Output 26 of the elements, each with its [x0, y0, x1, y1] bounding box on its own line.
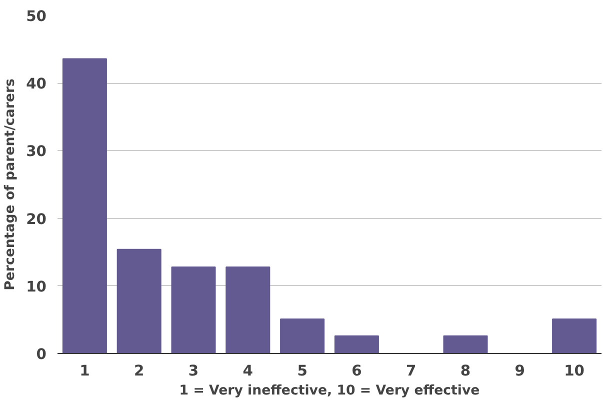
y-tick-label: 30 — [26, 143, 47, 160]
bar — [334, 335, 379, 354]
y-tick-label: 0 — [36, 346, 47, 363]
bar — [280, 318, 325, 354]
bar — [226, 266, 270, 354]
x-tick-label: 3 — [188, 362, 199, 380]
bar — [443, 335, 488, 354]
x-tick-label: 5 — [297, 362, 308, 380]
x-axis-title: 1 = Very ineffective, 10 = Very effective — [179, 384, 480, 398]
bar — [552, 318, 597, 354]
bar — [116, 248, 162, 354]
bar — [62, 58, 107, 354]
y-tick-label: 50 — [26, 8, 47, 25]
y-tick-label: 40 — [26, 76, 47, 93]
x-tick-label: 2 — [134, 362, 144, 380]
x-tick-label: 4 — [242, 362, 254, 380]
x-tick-label: 1 — [80, 362, 90, 380]
y-axis-title: Percentage of parent/carers — [3, 78, 18, 290]
x-tick-label: 7 — [406, 362, 416, 380]
x-tick-label: 10 — [564, 362, 585, 380]
x-tick-label: 8 — [460, 362, 471, 380]
bar — [171, 266, 216, 354]
x-tick-label: 9 — [514, 362, 526, 380]
y-tick-label: 20 — [26, 210, 47, 228]
y-tick-label: 10 — [26, 278, 47, 296]
x-tick-label: 6 — [352, 362, 362, 380]
